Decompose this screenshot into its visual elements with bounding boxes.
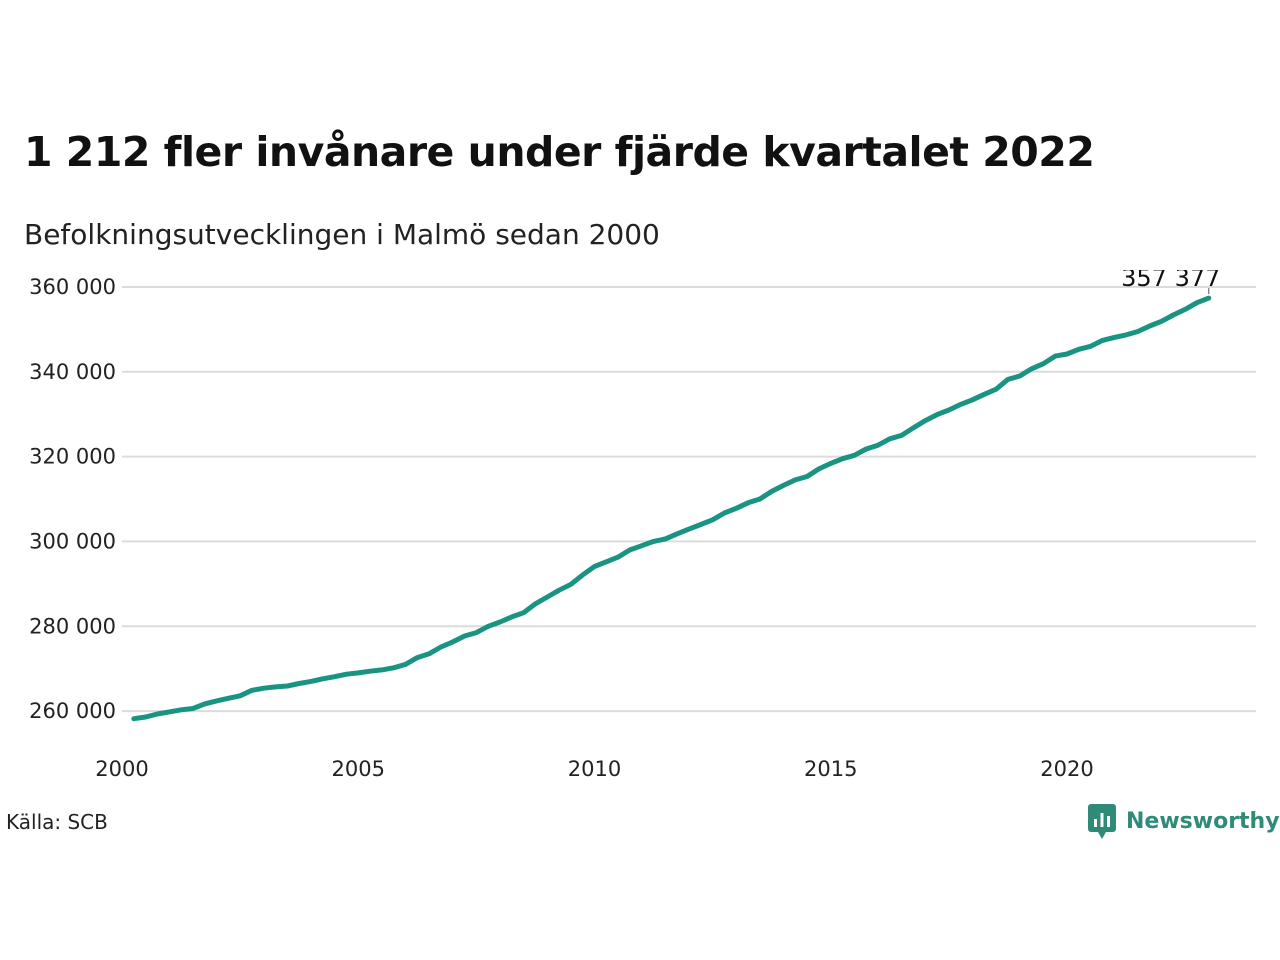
- chart-title: 1 212 fler invånare under fjärde kvartal…: [24, 128, 1095, 176]
- y-tick-label: 360 000: [29, 275, 116, 299]
- brand-name: Newsworthy: [1126, 808, 1280, 834]
- chart-subtitle: Befolkningsutvecklingen i Malmö sedan 20…: [24, 218, 660, 251]
- x-tick-label: 2000: [95, 757, 148, 781]
- line-chart: 260 000 280 000 300 000 320 000 340 000 360 0…: [29, 270, 1256, 781]
- x-tick-label: 2015: [804, 757, 857, 781]
- y-tick-label: 260 000: [29, 699, 116, 723]
- y-tick-label: 280 000: [29, 614, 116, 638]
- brand-logo: Newsworthy: [1088, 802, 1280, 840]
- x-tick-label: 2020: [1040, 757, 1093, 781]
- y-tick-label: 320 000: [29, 445, 116, 469]
- y-tick-label: 340 000: [29, 360, 116, 384]
- x-tick-label: 2005: [332, 757, 385, 781]
- population-line: [131, 295, 1212, 722]
- end-value-label: 357 377: [1121, 270, 1220, 292]
- x-tick-label: 2010: [568, 757, 621, 781]
- y-tick-label: 300 000: [29, 529, 116, 553]
- newsworthy-logo-icon: [1088, 804, 1116, 839]
- source-label: Källa: SCB: [6, 810, 108, 834]
